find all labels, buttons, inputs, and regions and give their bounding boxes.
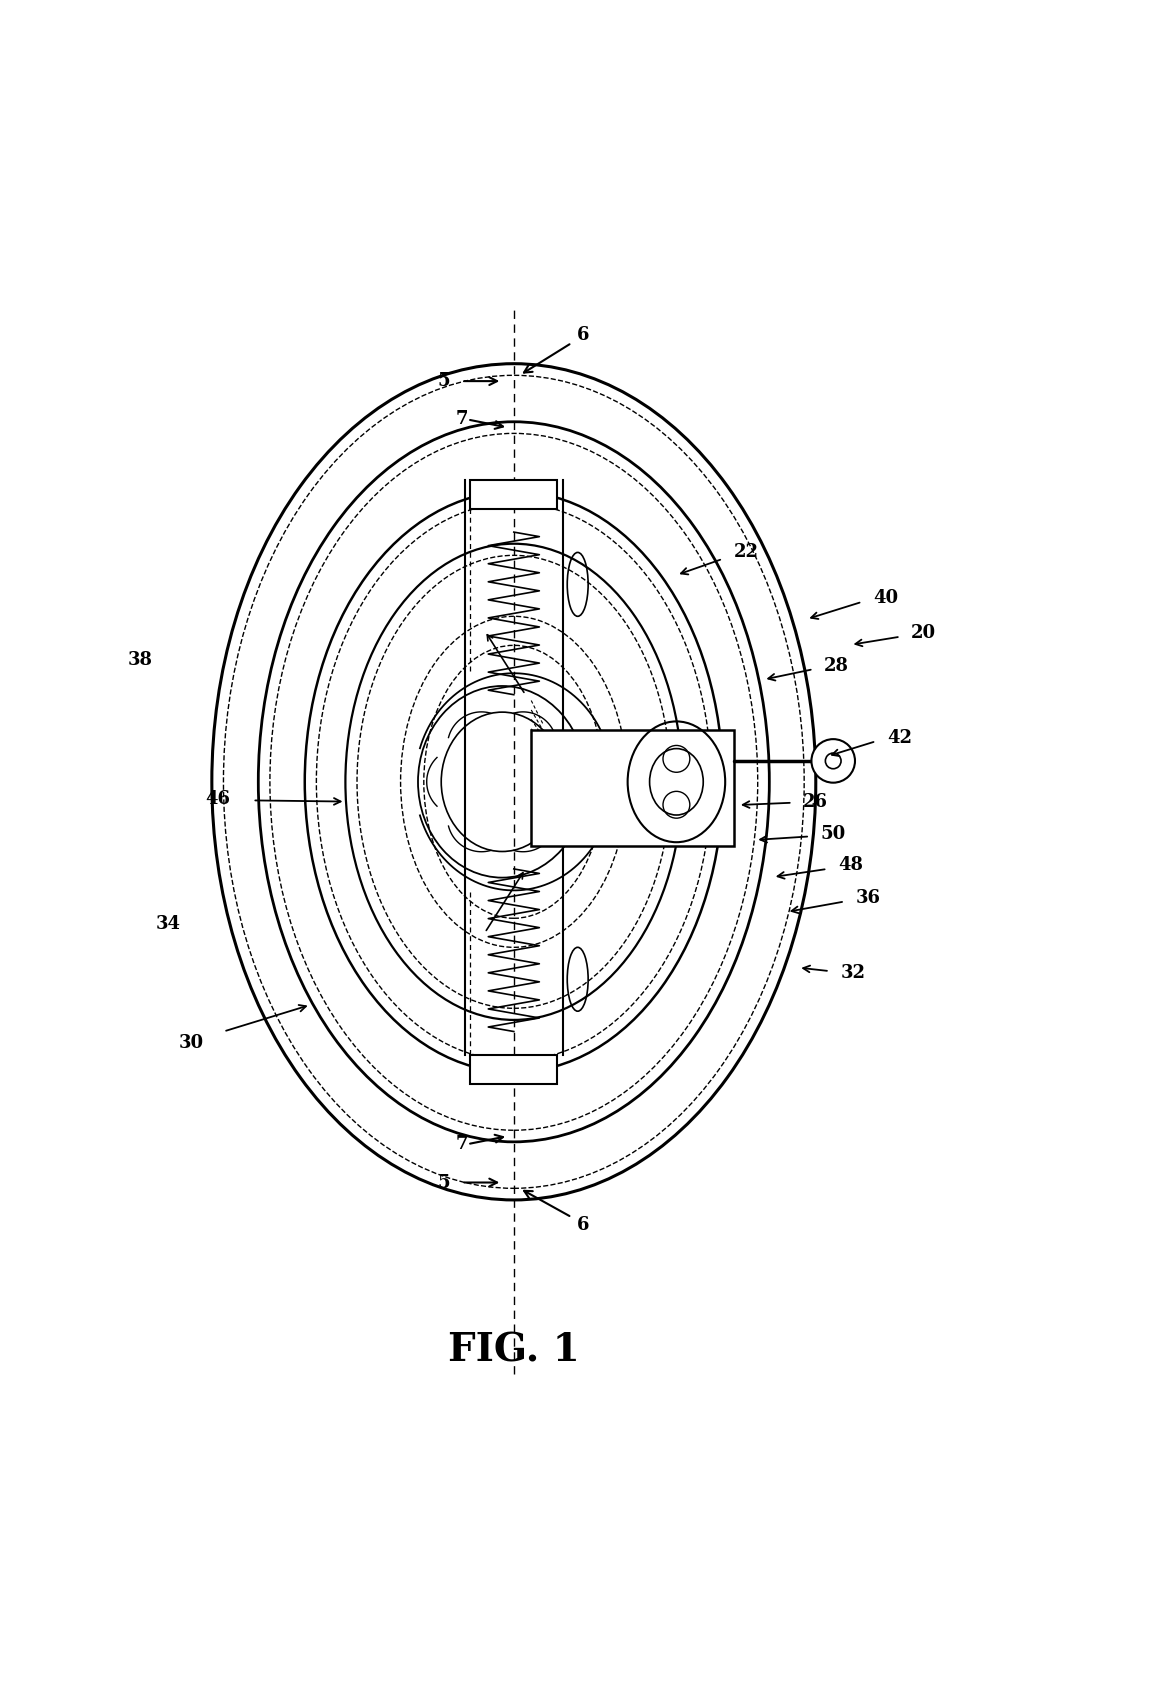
Bar xyxy=(470,1054,558,1083)
Text: 32: 32 xyxy=(840,964,866,983)
Bar xyxy=(470,480,558,509)
Ellipse shape xyxy=(811,739,855,783)
Bar xyxy=(531,729,734,846)
Text: 36: 36 xyxy=(855,889,881,908)
Text: 30: 30 xyxy=(179,1034,203,1052)
Text: 26: 26 xyxy=(803,792,829,811)
Text: 28: 28 xyxy=(824,657,850,674)
Text: 7: 7 xyxy=(455,1136,468,1153)
Text: 22: 22 xyxy=(734,543,759,560)
Text: 34: 34 xyxy=(155,915,180,933)
Text: 38: 38 xyxy=(127,651,153,669)
Text: 6: 6 xyxy=(578,325,589,344)
Text: 46: 46 xyxy=(205,790,230,809)
Text: 5: 5 xyxy=(438,373,450,390)
Text: 6: 6 xyxy=(578,1216,589,1235)
Text: 50: 50 xyxy=(820,824,846,843)
Text: 7: 7 xyxy=(455,410,468,429)
Text: 20: 20 xyxy=(911,623,936,642)
Text: 42: 42 xyxy=(887,729,911,746)
Text: 48: 48 xyxy=(838,857,864,874)
Text: FIG. 1: FIG. 1 xyxy=(448,1332,580,1369)
Text: 40: 40 xyxy=(873,589,899,608)
Text: 5: 5 xyxy=(438,1173,450,1192)
